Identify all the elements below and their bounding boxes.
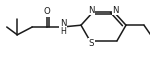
Text: S: S bbox=[89, 39, 94, 48]
Text: O: O bbox=[44, 7, 51, 16]
Text: N: N bbox=[112, 6, 119, 15]
Text: H: H bbox=[60, 27, 66, 36]
Text: N: N bbox=[60, 20, 66, 28]
Text: N: N bbox=[88, 6, 95, 15]
